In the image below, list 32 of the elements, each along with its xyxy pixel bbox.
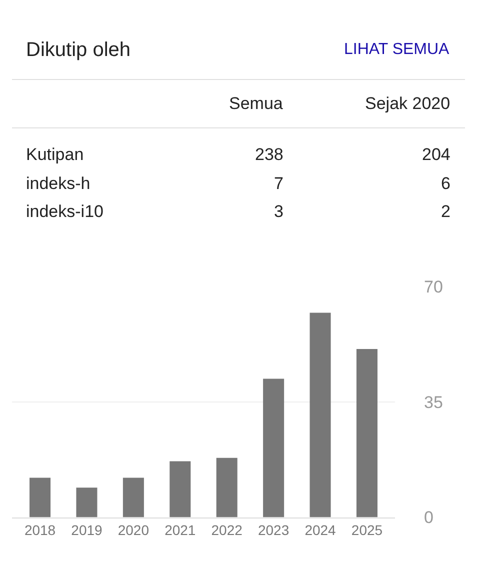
x-tick-label: 2018 [24, 522, 56, 538]
text: 6 [441, 174, 450, 193]
bar [263, 378, 284, 518]
x-tick-label: 2023 [258, 522, 290, 538]
text: 2 [441, 202, 450, 221]
text: 3 [274, 202, 284, 221]
bar [170, 461, 191, 518]
text: Kutipan [26, 145, 84, 164]
y-tick-label: 70 [424, 277, 443, 296]
text: Sejak 2020 [365, 94, 450, 113]
x-tick-label: 2020 [118, 522, 150, 538]
y-tick-label: 0 [424, 508, 434, 528]
bar [356, 349, 378, 518]
text: LIHAT SEMUA [344, 41, 450, 58]
text: 204 [422, 145, 450, 164]
text: indeks-i10 [26, 202, 104, 221]
text: indeks-h [26, 174, 90, 193]
bar [216, 458, 238, 518]
x-tick-label: 2019 [71, 522, 103, 538]
text: 238 [255, 145, 284, 164]
text: Semua [229, 94, 284, 113]
bar [122, 478, 144, 518]
bar [310, 312, 331, 518]
x-tick-label: 2025 [351, 522, 383, 538]
bar [30, 478, 51, 518]
x-tick-label: 2024 [304, 522, 336, 538]
text: 7 [274, 174, 284, 193]
x-tick-label: 2022 [211, 522, 243, 538]
text: Dikutip oleh [26, 39, 131, 61]
y-tick-label: 35 [424, 392, 443, 412]
x-tick-label: 2021 [164, 522, 196, 538]
bar [76, 488, 98, 518]
